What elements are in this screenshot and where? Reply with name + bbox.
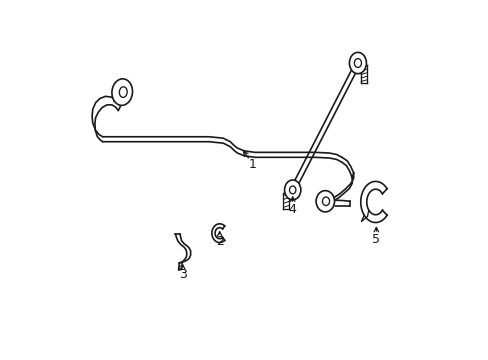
Ellipse shape [354,59,361,67]
Ellipse shape [322,197,329,206]
Text: 4: 4 [288,203,296,216]
Ellipse shape [315,191,334,212]
Ellipse shape [119,87,127,98]
Text: 1: 1 [248,158,256,171]
Ellipse shape [179,266,181,269]
Ellipse shape [289,186,295,194]
Ellipse shape [284,180,300,200]
Text: 3: 3 [179,268,186,281]
Text: 5: 5 [371,233,380,246]
Ellipse shape [349,53,366,74]
Ellipse shape [112,79,132,105]
Text: 2: 2 [215,235,223,248]
